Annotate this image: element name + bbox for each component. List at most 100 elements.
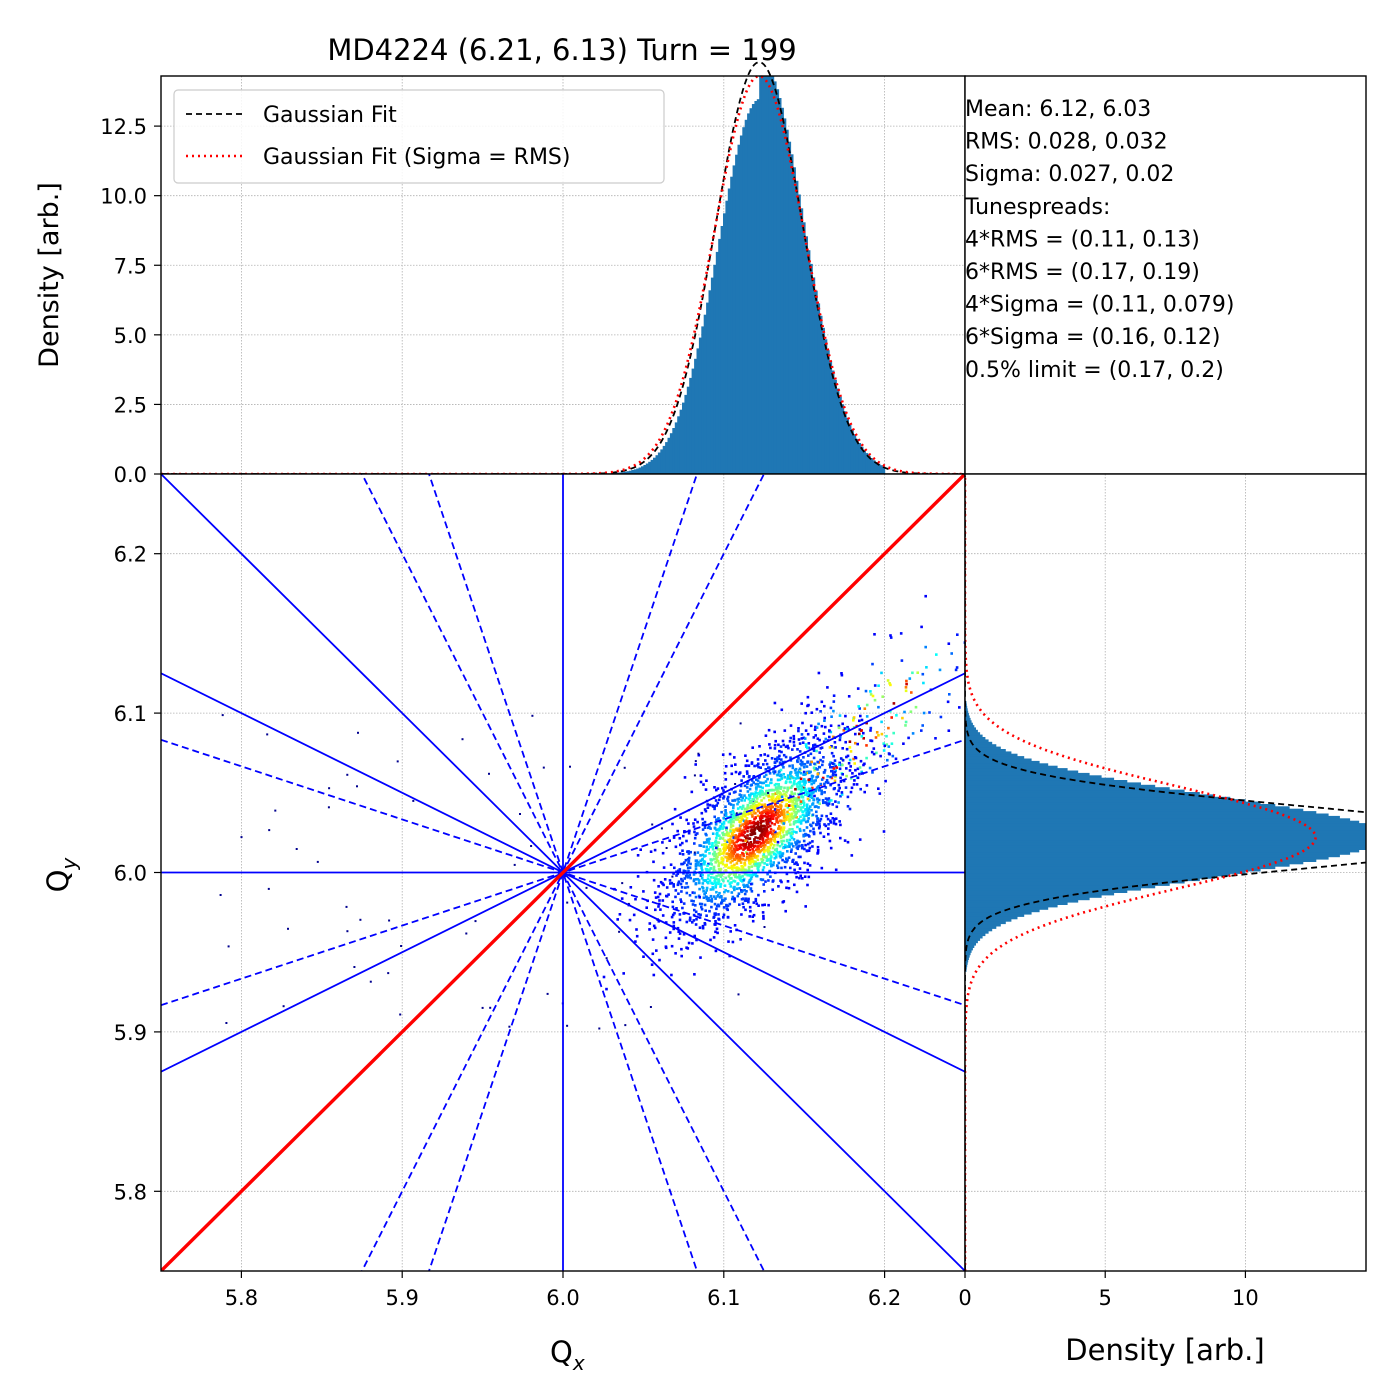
- footprint-point: [741, 902, 745, 905]
- footprint-point: [750, 805, 754, 809]
- footprint-point: [774, 804, 778, 808]
- footprint-point: [782, 900, 786, 903]
- footprint-point: [683, 861, 686, 864]
- footprint-point: [706, 864, 709, 867]
- footprint-point: [736, 869, 740, 873]
- footprint-point: [708, 909, 711, 913]
- footprint-point: [779, 826, 783, 829]
- footprint-point: [784, 781, 788, 785]
- footprint-point: [736, 835, 740, 839]
- footprint-point: [690, 899, 693, 903]
- footprint-point: [848, 807, 852, 811]
- footprint-point: [752, 802, 756, 805]
- footprint-point: [735, 862, 739, 865]
- footprint-point: [733, 841, 736, 845]
- footprint-point: [748, 848, 752, 852]
- footprint-point: [786, 744, 789, 748]
- footprint-point: [899, 632, 903, 635]
- footprint-point: [762, 853, 766, 856]
- footprint-outlier: [513, 863, 516, 866]
- footprint-point: [811, 845, 814, 848]
- footprint-point: [724, 842, 727, 846]
- footprint-point: [762, 763, 765, 766]
- footprint-point: [767, 805, 771, 809]
- footprint-outlier: [649, 1006, 652, 1008]
- footprint-point: [700, 864, 703, 867]
- footprint-point: [664, 936, 668, 940]
- footprint-point: [662, 866, 666, 869]
- footprint-point: [705, 914, 708, 917]
- footprint-point: [756, 850, 759, 853]
- footprint-point: [712, 915, 716, 919]
- footprint-outlier: [353, 966, 356, 968]
- footprint-point: [766, 754, 770, 758]
- footprint-point: [739, 838, 743, 842]
- footprint-point: [797, 855, 801, 859]
- qx-hist-bar: [621, 472, 625, 474]
- footprint-point: [697, 913, 700, 916]
- footprint-point: [808, 799, 811, 802]
- footprint-point: [729, 838, 732, 841]
- footprint-point: [771, 850, 775, 854]
- footprint-point: [901, 716, 904, 720]
- footprint-point: [729, 820, 732, 824]
- qx-hist-bar: [836, 388, 840, 474]
- footprint-point: [833, 770, 837, 774]
- footprint-outlier: [623, 766, 626, 769]
- qx-hist-bar: [858, 443, 862, 474]
- footprint-point: [804, 789, 807, 793]
- qx-hist-bar: [829, 360, 833, 474]
- footprint-point: [779, 805, 783, 808]
- footprint-point: [817, 765, 821, 769]
- footprint-point: [653, 891, 657, 894]
- footprint-point: [801, 786, 805, 790]
- qy-hist-bar: [965, 815, 1340, 819]
- footprint-point: [656, 895, 660, 899]
- footprint-point: [875, 751, 878, 755]
- footprint-point: [688, 917, 692, 921]
- footprint-point: [782, 743, 786, 747]
- footprint-point: [729, 839, 733, 843]
- footprint-point: [662, 883, 665, 887]
- footprint-point: [720, 873, 724, 876]
- footprint-point: [750, 844, 753, 847]
- footprint-point: [711, 888, 715, 891]
- footprint-point: [685, 882, 688, 885]
- footprint-point: [873, 698, 877, 702]
- qx-hist-bar: [735, 154, 739, 474]
- footprint-point: [834, 817, 838, 820]
- footprint-point: [728, 842, 732, 845]
- footprint-point: [824, 786, 828, 789]
- footprint-point: [735, 887, 739, 890]
- footprint-point: [693, 908, 696, 912]
- footprint-point: [726, 915, 730, 919]
- footprint-point: [722, 832, 725, 836]
- footprint-point: [790, 842, 794, 846]
- footprint-point: [832, 787, 836, 791]
- footprint-point: [877, 705, 880, 709]
- footprint-point: [700, 876, 704, 880]
- footprint-point: [800, 733, 804, 736]
- footprint-point: [791, 748, 794, 751]
- footprint-point: [730, 877, 733, 880]
- footprint-point: [799, 806, 803, 809]
- qy-hist-bar: [965, 756, 1025, 760]
- footprint-point: [770, 795, 773, 799]
- footprint-point: [716, 895, 719, 898]
- footprint-point: [756, 862, 759, 865]
- footprint-point: [844, 740, 847, 744]
- top-y-tick-label-1: 2.5: [114, 393, 147, 417]
- footprint-point: [786, 845, 789, 848]
- footprint-point: [818, 822, 821, 826]
- footprint-outlier: [369, 980, 372, 983]
- footprint-point: [651, 938, 655, 941]
- footprint-point: [790, 848, 793, 851]
- footprint-outlier: [735, 812, 738, 815]
- footprint-point: [742, 842, 745, 846]
- footprint-point: [746, 790, 750, 793]
- qy-hist-bar: [965, 844, 1366, 848]
- footprint-point: [731, 824, 735, 827]
- footprint-point: [733, 850, 737, 854]
- footprint-outlier: [767, 792, 769, 794]
- footprint-point: [766, 840, 769, 844]
